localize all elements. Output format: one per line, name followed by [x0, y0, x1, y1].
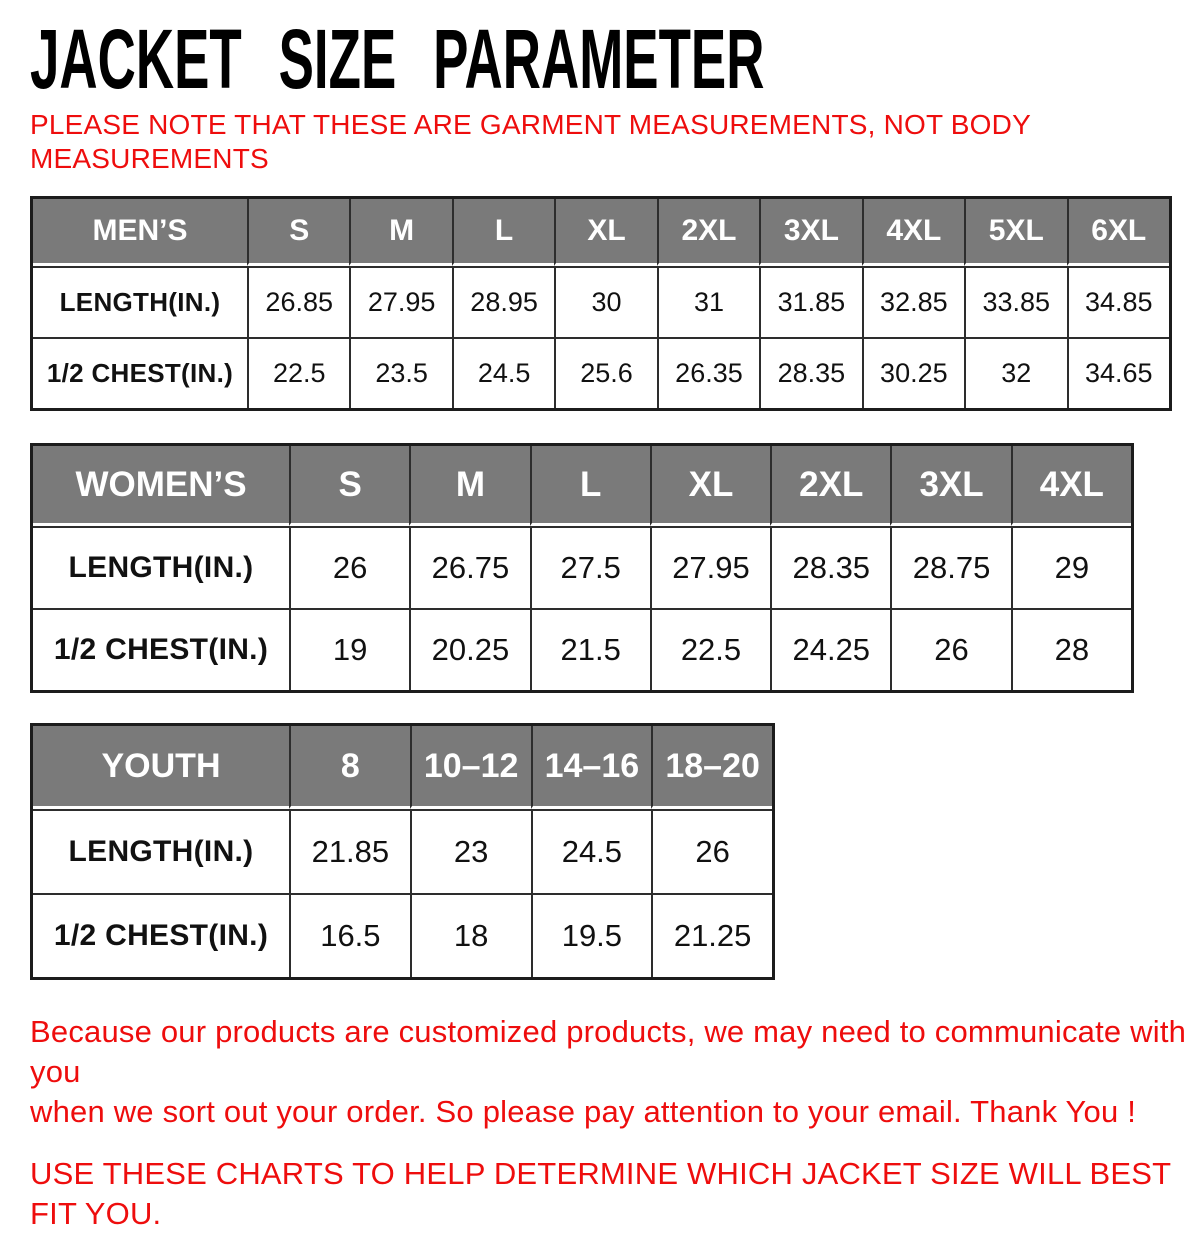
size-value: 32.85 — [861, 266, 965, 337]
mens-size-header: 3XL — [759, 199, 862, 266]
womens-size-table: WOMEN’S S M L XL 2XL 3XL 4XL LENGTH(IN.) 26 26.75 2… — [30, 443, 1134, 693]
size-value: 25.6 — [554, 337, 657, 408]
youth-size-header: 10–12 — [409, 726, 531, 809]
mens-table-title: MEN’S — [33, 199, 247, 266]
size-value: 24.25 — [770, 608, 891, 690]
table-row: 1/2 CHEST(IN.) 22.5 23.5 24.5 25.6 26.35 28.35… — [33, 337, 1169, 408]
size-value: 29 — [1010, 526, 1131, 608]
size-value: 26.35 — [656, 337, 760, 408]
youth-size-header: 8 — [289, 726, 410, 809]
size-value: 31 — [656, 266, 760, 337]
size-value: 19 — [289, 608, 410, 690]
table-row: LENGTH(IN.) 21.85 23 24.5 26 — [33, 809, 772, 893]
size-value: 34.65 — [1066, 337, 1169, 408]
mens-size-table: MEN’S S M L XL 2XL 3XL 4XL 5XL 6XL LENGTH(IN.) 26.8… — [30, 196, 1172, 411]
mens-size-header: 2XL — [656, 199, 760, 266]
womens-table-title: WOMEN’S — [33, 446, 289, 526]
size-value: 28.95 — [451, 266, 555, 337]
size-value: 27.5 — [529, 526, 650, 608]
size-value: 32 — [964, 337, 1067, 408]
size-value: 26 — [289, 526, 410, 608]
size-value: 23 — [409, 809, 531, 893]
youth-size-header: 14–16 — [530, 726, 652, 809]
use-charts-tip: USE THESE CHARTS TO HELP DETERMINE WHICH… — [30, 1156, 1171, 1231]
size-value: 26 — [890, 608, 1011, 690]
page-title: JACKET SIZE PARAMETER — [30, 12, 765, 106]
size-value: 28 — [1010, 608, 1131, 690]
mens-size-header: 5XL — [964, 199, 1067, 266]
size-value: 26 — [651, 809, 772, 893]
size-value: 28.35 — [759, 337, 862, 408]
size-value: 27.95 — [349, 266, 452, 337]
size-value: 26.75 — [409, 526, 530, 608]
size-value: 30 — [554, 266, 657, 337]
size-value: 21.5 — [529, 608, 650, 690]
size-value: 27.95 — [649, 526, 771, 608]
garment-measurements-note: PLEASE NOTE THAT THESE ARE GARMENT MEASU… — [30, 108, 1200, 176]
mens-size-header: S — [247, 199, 350, 266]
size-value: 33.85 — [964, 266, 1067, 337]
womens-size-header: 4XL — [1010, 446, 1131, 526]
size-value: 24.5 — [530, 809, 652, 893]
mens-size-header: M — [349, 199, 452, 266]
size-value: 28.75 — [890, 526, 1011, 608]
customized-products-note-line-1: Because our products are customized prod… — [30, 1014, 1187, 1089]
womens-size-header: 3XL — [890, 446, 1011, 526]
womens-size-header: 2XL — [770, 446, 891, 526]
mens-size-header: 6XL — [1066, 199, 1169, 266]
womens-size-header: XL — [649, 446, 771, 526]
size-value: 21.25 — [651, 893, 772, 977]
note-line-2: MEASUREMENTS — [30, 143, 269, 174]
size-value: 26.85 — [247, 266, 350, 337]
mens-size-header: L — [451, 199, 555, 266]
size-value: 20.25 — [409, 608, 530, 690]
row-label: LENGTH(IN.) — [33, 809, 289, 893]
size-value: 18 — [409, 893, 531, 977]
footer-notes: Because our products are customized prod… — [30, 1012, 1200, 1234]
womens-size-header: S — [289, 446, 410, 526]
womens-size-header: M — [409, 446, 530, 526]
youth-table-title: YOUTH — [33, 726, 289, 809]
size-value: 22.5 — [247, 337, 350, 408]
womens-header-row: WOMEN’S S M L XL 2XL 3XL 4XL — [33, 446, 1131, 526]
mens-header-row: MEN’S S M L XL 2XL 3XL 4XL 5XL 6XL — [33, 199, 1169, 266]
table-row: 1/2 CHEST(IN.) 19 20.25 21.5 22.5 24.25 26 28 — [33, 608, 1131, 690]
size-value: 31.85 — [759, 266, 862, 337]
size-value: 22.5 — [649, 608, 771, 690]
youth-size-table: YOUTH 8 10–12 14–16 18–20 LENGTH(IN.) 21.85 23 2… — [30, 723, 775, 980]
mens-size-header: 4XL — [861, 199, 965, 266]
size-value: 21.85 — [289, 809, 410, 893]
mens-size-header: XL — [554, 199, 657, 266]
size-value: 19.5 — [530, 893, 652, 977]
size-value: 34.85 — [1066, 266, 1169, 337]
size-value: 28.35 — [770, 526, 891, 608]
table-row: 1/2 CHEST(IN.) 16.5 18 19.5 21.25 — [33, 893, 772, 977]
size-value: 23.5 — [349, 337, 452, 408]
table-row: LENGTH(IN.) 26.85 27.95 28.95 30 31 31.85 32.85… — [33, 266, 1169, 337]
row-label: LENGTH(IN.) — [33, 526, 289, 608]
youth-size-header: 18–20 — [651, 726, 772, 809]
table-row: LENGTH(IN.) 26 26.75 27.5 27.95 28.35 28.75 29 — [33, 526, 1131, 608]
size-value: 16.5 — [289, 893, 410, 977]
row-label: 1/2 CHEST(IN.) — [33, 337, 247, 408]
youth-header-row: YOUTH 8 10–12 14–16 18–20 — [33, 726, 772, 809]
row-label: LENGTH(IN.) — [33, 266, 247, 337]
womens-size-header: L — [529, 446, 650, 526]
row-label: 1/2 CHEST(IN.) — [33, 893, 289, 977]
customized-products-note-line-2: when we sort out your order. So please p… — [30, 1094, 1137, 1129]
size-value: 24.5 — [451, 337, 555, 408]
size-value: 30.25 — [861, 337, 965, 408]
row-label: 1/2 CHEST(IN.) — [33, 608, 289, 690]
note-line-1: PLEASE NOTE THAT THESE ARE GARMENT MEASU… — [30, 109, 1031, 140]
